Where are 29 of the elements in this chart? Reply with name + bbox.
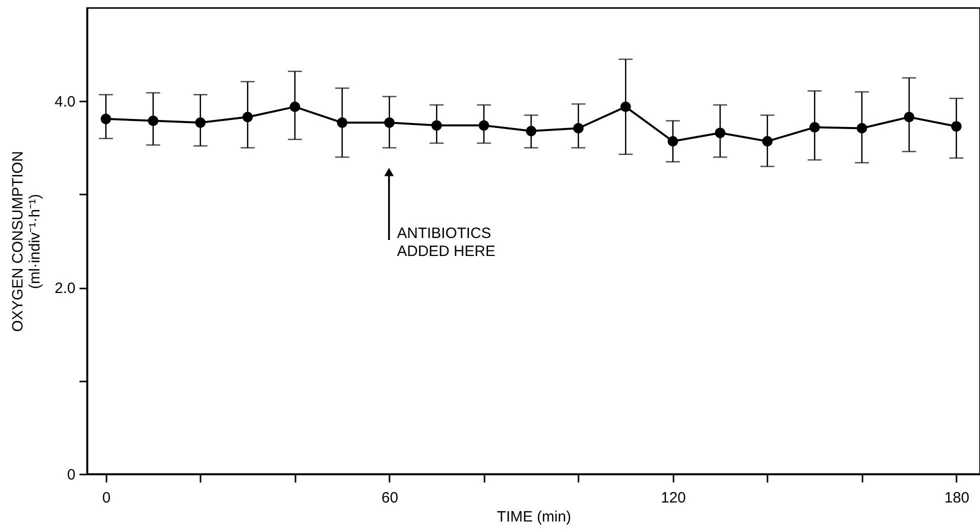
point [195, 117, 206, 128]
point [431, 120, 442, 131]
point [526, 126, 536, 136]
point [290, 102, 300, 112]
point [904, 112, 914, 122]
y-tick-label: 2.0 [54, 280, 76, 298]
x-tick-label: 120 [660, 490, 686, 506]
y-tick-label: 4.0 [54, 94, 76, 111]
y-axis-title: OXYGEN CONSUMPTION (ml·indiv⁻¹·h⁻¹) [10, 151, 44, 332]
annotation: ANTIBIOTICS ADDED HERE [397, 225, 496, 260]
point [668, 136, 678, 147]
x-tick-label: 180 [944, 490, 970, 506]
point [100, 114, 112, 124]
point [951, 121, 962, 132]
point [148, 116, 158, 126]
x-tick-label: 0 [102, 490, 111, 506]
point [242, 112, 253, 122]
x-tick-label: 60 [382, 490, 398, 506]
point [620, 102, 631, 112]
point [336, 117, 348, 128]
point [573, 122, 584, 134]
point [762, 136, 773, 147]
point [714, 128, 726, 138]
point [478, 120, 490, 131]
point [384, 117, 395, 128]
point [856, 122, 868, 134]
point [809, 122, 820, 133]
y-tick-label: 0 [67, 466, 76, 484]
x-axis-title: TIME (min) [496, 508, 572, 526]
